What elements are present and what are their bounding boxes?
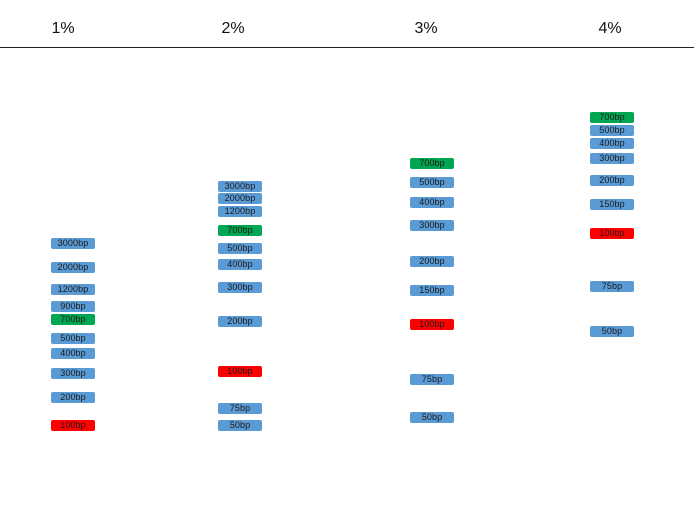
band-700bp: 700bp (51, 314, 95, 325)
band-2000bp: 2000bp (218, 193, 262, 204)
band-300bp: 300bp (51, 368, 95, 379)
band-50bp: 50bp (218, 420, 262, 431)
band-300bp: 300bp (590, 153, 634, 164)
band-400bp: 400bp (590, 138, 634, 149)
band-100bp: 100bp (410, 319, 454, 330)
band-300bp: 300bp (410, 220, 454, 231)
band-500bp: 500bp (590, 125, 634, 136)
band-900bp: 900bp (51, 301, 95, 312)
band-400bp: 400bp (51, 348, 95, 359)
band-3000bp: 3000bp (51, 238, 95, 249)
band-700bp: 700bp (590, 112, 634, 123)
band-400bp: 400bp (410, 197, 454, 208)
band-300bp: 300bp (218, 282, 262, 293)
band-2000bp: 2000bp (51, 262, 95, 273)
band-50bp: 50bp (410, 412, 454, 423)
band-150bp: 150bp (410, 285, 454, 296)
header-divider (0, 47, 694, 48)
lane-header-3: 3% (414, 20, 438, 37)
lane-header-1: 1% (51, 20, 75, 37)
band-100bp: 100bp (51, 420, 95, 431)
band-700bp: 700bp (218, 225, 262, 236)
band-50bp: 50bp (590, 326, 634, 337)
band-75bp: 75bp (218, 403, 262, 414)
band-500bp: 500bp (410, 177, 454, 188)
lane-header-2: 2% (221, 20, 245, 37)
band-75bp: 75bp (590, 281, 634, 292)
band-400bp: 400bp (218, 259, 262, 270)
band-200bp: 200bp (410, 256, 454, 267)
band-1200bp: 1200bp (51, 284, 95, 295)
band-100bp: 100bp (590, 228, 634, 239)
lane-header-4: 4% (598, 20, 622, 37)
band-200bp: 200bp (51, 392, 95, 403)
band-150bp: 150bp (590, 199, 634, 210)
band-500bp: 500bp (51, 333, 95, 344)
band-3000bp: 3000bp (218, 181, 262, 192)
band-200bp: 200bp (590, 175, 634, 186)
band-500bp: 500bp (218, 243, 262, 254)
band-1200bp: 1200bp (218, 206, 262, 217)
band-75bp: 75bp (410, 374, 454, 385)
band-700bp: 700bp (410, 158, 454, 169)
band-200bp: 200bp (218, 316, 262, 327)
band-100bp: 100bp (218, 366, 262, 377)
